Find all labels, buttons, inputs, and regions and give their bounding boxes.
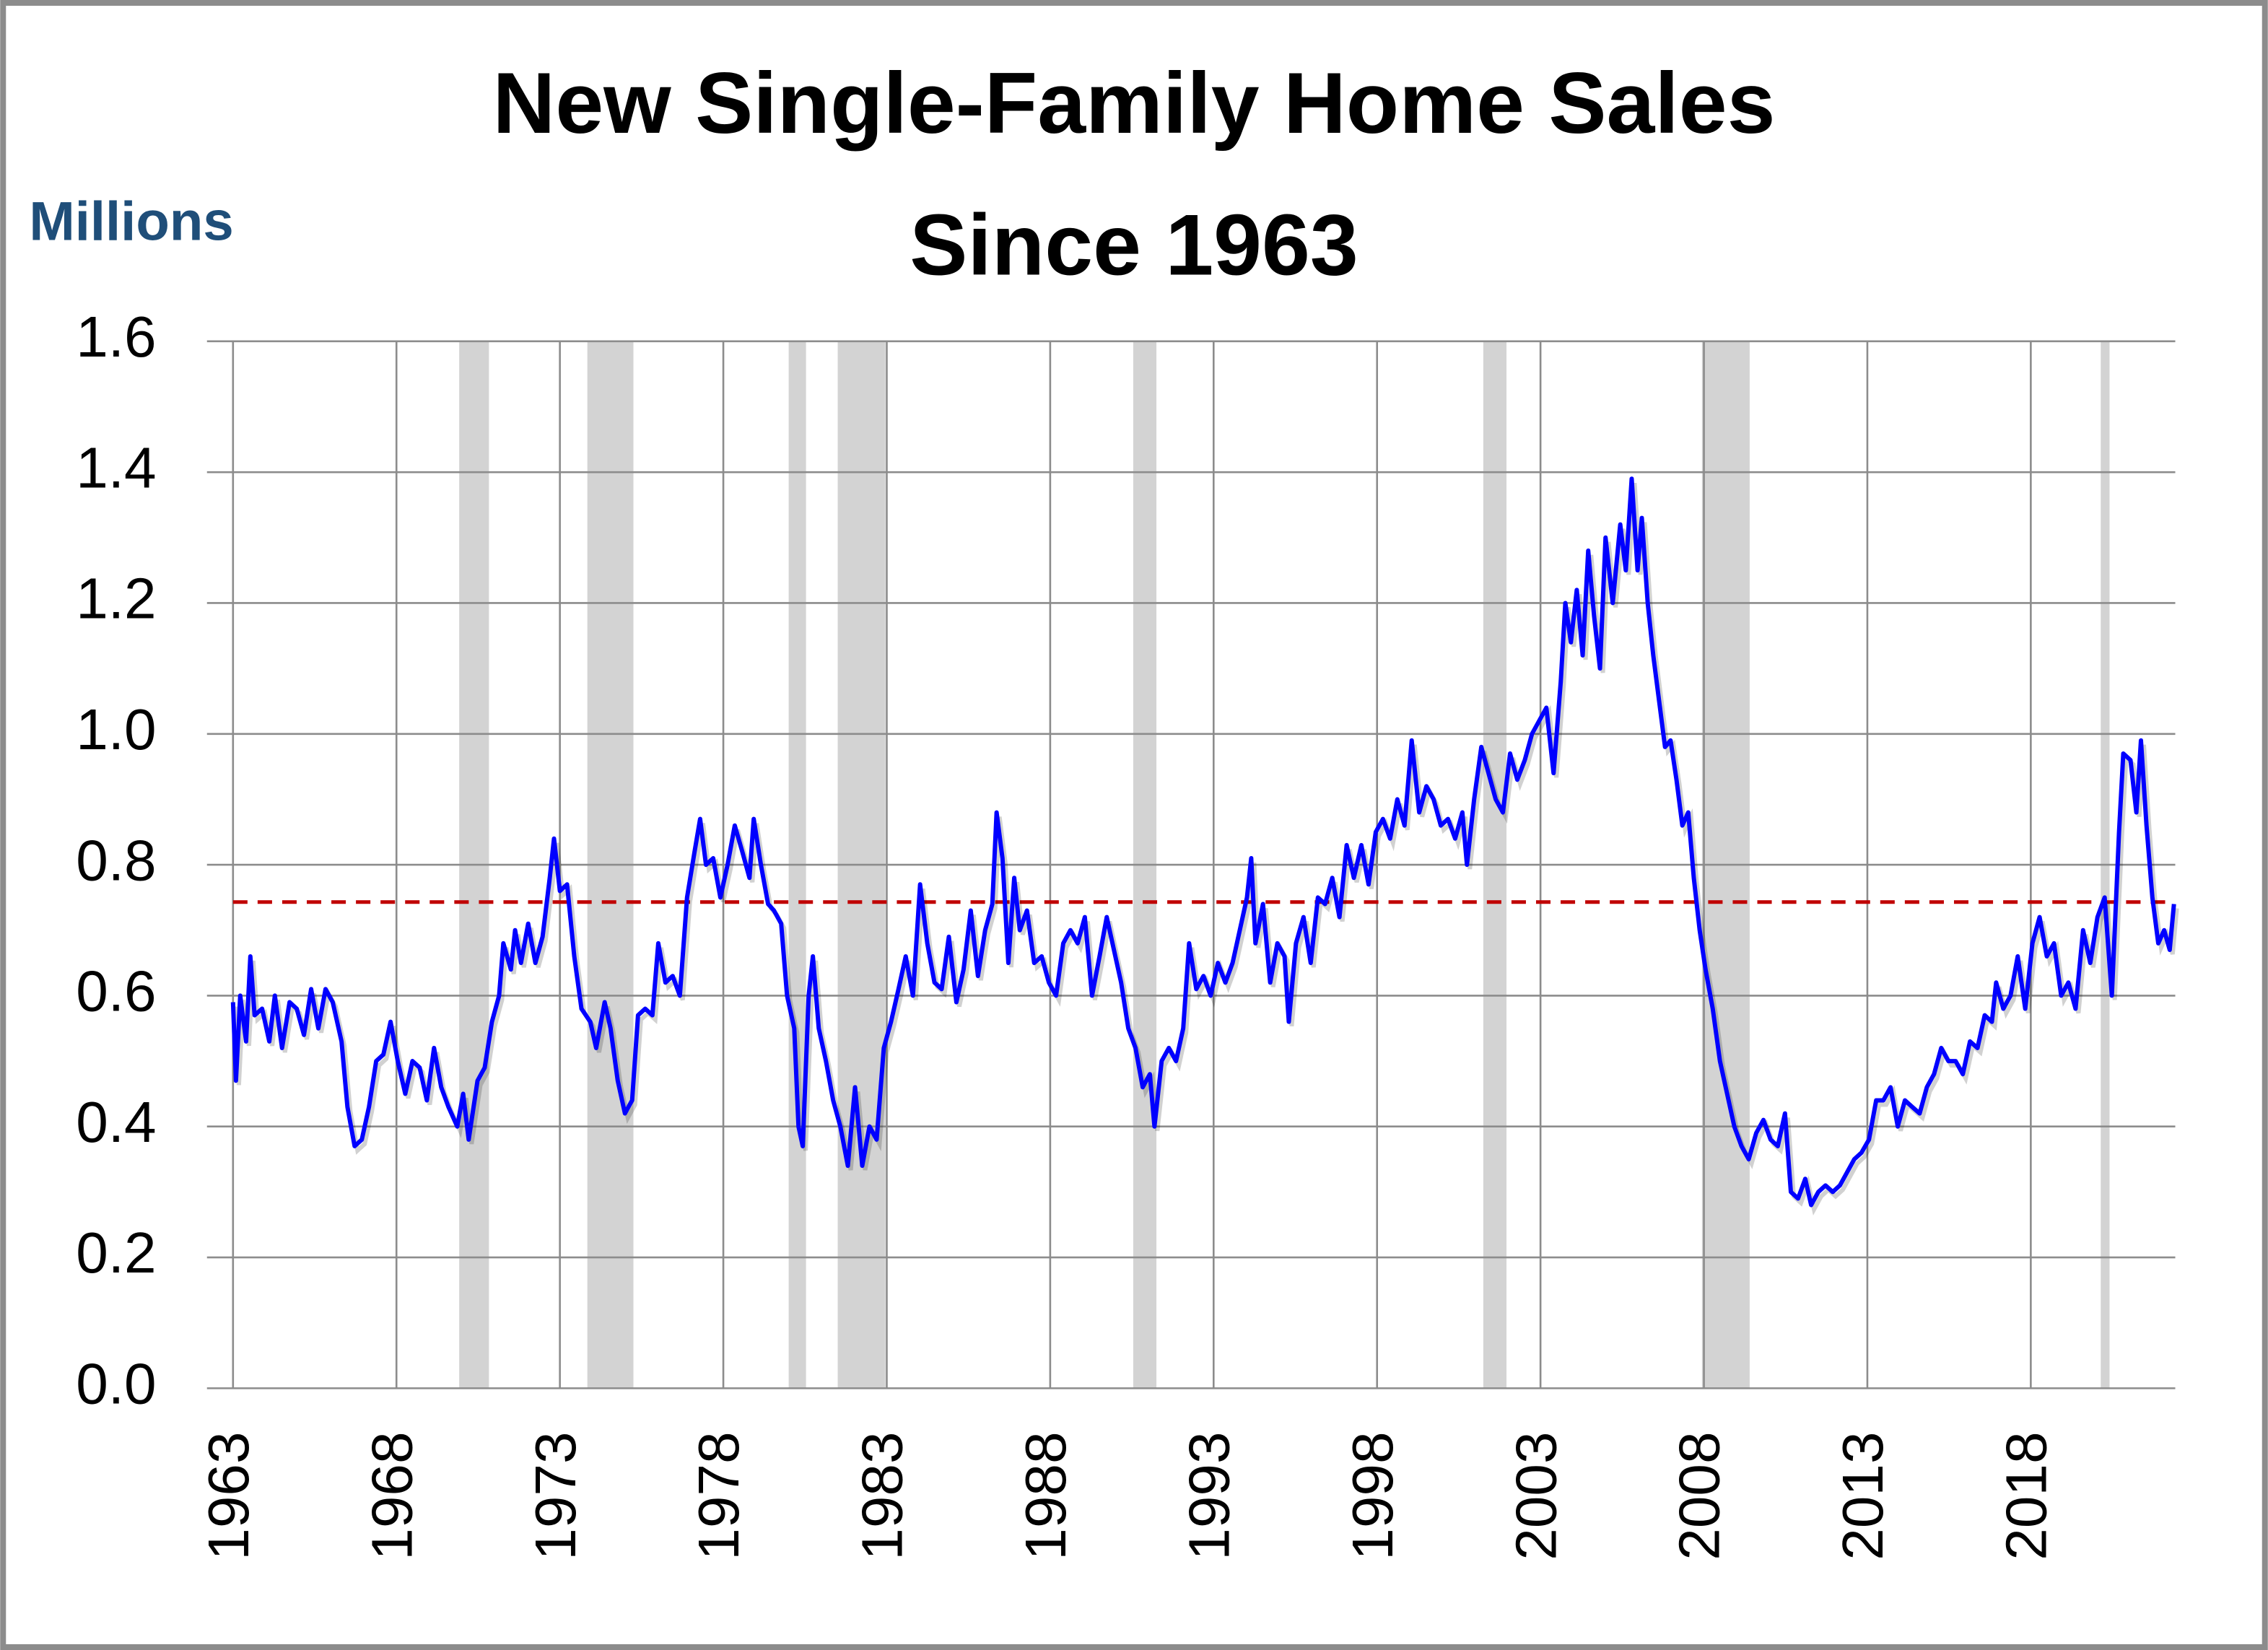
x-tick-label: 1998: [1340, 1431, 1405, 1560]
x-tick-label: 1983: [850, 1431, 915, 1560]
x-tick-label: 1963: [196, 1431, 261, 1560]
y-axis-label: Millions: [29, 191, 233, 253]
y-tick-label: 0.6: [76, 959, 156, 1023]
y-tick-label: 1.0: [76, 697, 156, 761]
y-tick-label: 0.0: [76, 1351, 156, 1416]
chart-title: Since 1963: [910, 196, 1358, 293]
chart-title: New Single-Family Home Sales: [493, 55, 1776, 152]
y-tick-label: 1.2: [76, 566, 156, 631]
y-tick-label: 0.4: [76, 1089, 156, 1154]
x-tick-label: 1993: [1176, 1431, 1241, 1560]
x-tick-label: 2013: [1830, 1431, 1895, 1560]
y-tick-label: 0.8: [76, 827, 156, 892]
x-tick-label: 1988: [1013, 1431, 1078, 1560]
x-tick-label: 1978: [686, 1431, 751, 1560]
x-tick-label: 2008: [1667, 1431, 1732, 1560]
x-tick-label: 1968: [359, 1431, 424, 1560]
x-tick-label: 2003: [1503, 1431, 1568, 1560]
x-tick-label: 1973: [523, 1431, 588, 1560]
data-line: [230, 476, 2176, 1208]
y-tick-label: 1.4: [76, 435, 156, 499]
y-tick-label: 1.6: [76, 304, 156, 369]
x-tick-label: 2018: [1994, 1431, 2059, 1560]
y-tick-label: 0.2: [76, 1220, 156, 1285]
